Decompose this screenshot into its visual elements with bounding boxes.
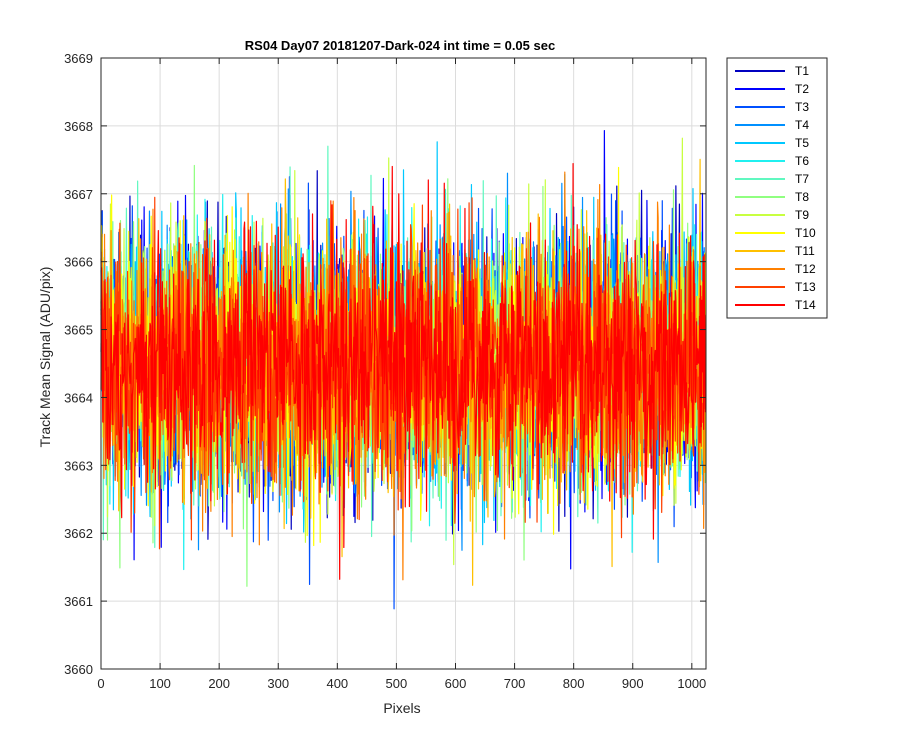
y-tick-label: 3665 bbox=[64, 323, 93, 338]
y-tick-label: 3662 bbox=[64, 526, 93, 541]
legend-label-t5: T5 bbox=[795, 136, 809, 150]
x-tick-label: 800 bbox=[563, 676, 585, 691]
legend-label-t8: T8 bbox=[795, 190, 809, 204]
x-axis-label: Pixels bbox=[383, 700, 420, 716]
y-tick-label: 3664 bbox=[64, 390, 93, 405]
y-tick-label: 3668 bbox=[64, 119, 93, 134]
x-tick-label: 500 bbox=[386, 676, 408, 691]
legend-label-t11: T11 bbox=[795, 244, 815, 258]
y-tick-label: 3666 bbox=[64, 255, 93, 270]
plot-frame bbox=[100, 57, 707, 670]
x-tick-label: 400 bbox=[326, 676, 348, 691]
x-tick-label: 0 bbox=[97, 676, 104, 691]
y-tick-label: 3669 bbox=[64, 51, 93, 66]
y-tick-label: 3660 bbox=[64, 662, 93, 677]
x-axis-ticks: 0 100 200 300 400 500 600 700 800 900 1000 bbox=[97, 58, 706, 691]
x-tick-label: 1000 bbox=[677, 676, 706, 691]
y-tick-label: 3663 bbox=[64, 458, 93, 473]
legend-label-t13: T13 bbox=[795, 280, 816, 294]
legend-label-t3: T3 bbox=[795, 100, 809, 114]
legend-label-t4: T4 bbox=[795, 118, 809, 132]
legend-label-t6: T6 bbox=[795, 154, 809, 168]
x-tick-label: 600 bbox=[445, 676, 467, 691]
x-tick-label: 300 bbox=[267, 676, 289, 691]
legend: T1 T2 T3 T4 T5 T6 T7 T8 T9 T10 T11 T12 T13 T14 bbox=[726, 57, 828, 319]
legend-label-t12: T12 bbox=[795, 262, 816, 276]
legend-label-t7: T7 bbox=[795, 172, 809, 186]
legend-label-t14: T14 bbox=[795, 298, 816, 312]
series-line-t14 bbox=[100, 162, 707, 580]
y-tick-label: 3661 bbox=[64, 594, 93, 609]
legend-label-t1: T1 bbox=[795, 64, 809, 78]
series-lines bbox=[100, 130, 707, 610]
x-tick-label: 700 bbox=[504, 676, 526, 691]
legend-label-t9: T9 bbox=[795, 208, 809, 222]
x-tick-label: 200 bbox=[208, 676, 230, 691]
x-tick-label: 900 bbox=[622, 676, 644, 691]
legend-box bbox=[726, 57, 828, 319]
x-tick-label: 100 bbox=[149, 676, 171, 691]
legend-label-t10: T10 bbox=[795, 226, 816, 240]
y-tick-label: 3667 bbox=[64, 187, 93, 202]
legend-label-t2: T2 bbox=[795, 82, 809, 96]
y-axis-label: Track Mean Signal (ADU/pix) bbox=[37, 267, 53, 448]
chart-title: RS04 Day07 20181207-Dark-024 int time = … bbox=[245, 38, 555, 53]
y-axis-ticks: 3660 3661 3662 3663 3664 3665 3666 3667 3668 3669 bbox=[64, 51, 706, 677]
